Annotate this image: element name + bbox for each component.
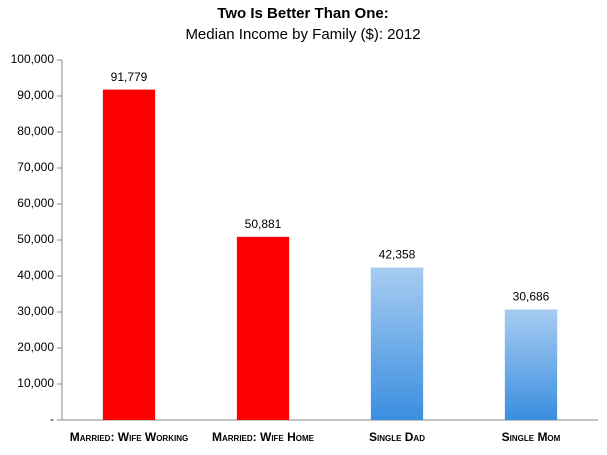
bar [102, 89, 156, 421]
data-label: 91,779 [111, 70, 148, 84]
y-tick-label: 10,000 [17, 376, 54, 390]
bar [236, 236, 290, 420]
y-tick-label: 70,000 [17, 160, 54, 174]
data-label: 30,686 [513, 290, 550, 304]
x-tick-label: Single Dad [369, 430, 425, 444]
data-label: 50,881 [245, 217, 282, 231]
data-label: 42,358 [379, 248, 416, 262]
y-tick-label: 20,000 [17, 340, 54, 354]
y-tick-label: 50,000 [17, 232, 54, 246]
x-tick-label: Single Mom [502, 430, 561, 444]
x-tick-label: Married: Wife Working [70, 430, 188, 444]
y-tick-label: 30,000 [17, 304, 54, 318]
bar-sheen [504, 309, 558, 420]
chart-title: Two Is Better Than One: [217, 5, 388, 22]
chart-subtitle: Median Income by Family ($): 2012 [185, 26, 420, 43]
x-tick-label: Married: Wife Home [212, 430, 315, 444]
y-tick-label: 80,000 [17, 124, 54, 138]
y-tick-label: 100,000 [11, 52, 55, 66]
y-tick-label: - [50, 412, 54, 426]
y-tick-label: 40,000 [17, 268, 54, 282]
y-tick-label: 60,000 [17, 196, 54, 210]
bar-sheen [370, 267, 424, 420]
y-tick-label: 90,000 [17, 88, 54, 102]
